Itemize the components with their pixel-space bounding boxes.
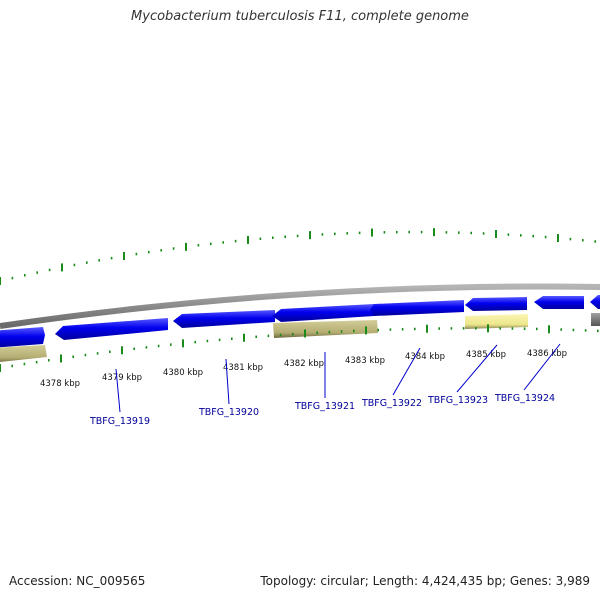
gene-leader-lines [115,343,561,413]
reverse-gene-bar [0,345,47,362]
scale-label: 4385 kbp [466,350,506,360]
gene-leader-line [115,368,121,413]
gene-label: TBFG_13924 [494,393,555,404]
forward-gene-arrow [590,295,600,309]
forward-gene-arrow [0,327,45,348]
forward-gene-arrow [465,297,527,311]
reverse-gene-bar [591,313,600,326]
genome-backbone [0,283,600,329]
genome-summary-text: Topology: circular; Length: 4,424,435 bp… [260,574,590,588]
forward-gene-arrow [55,318,168,340]
reverse-gene-track [0,313,600,362]
reverse-gene-bar [273,320,378,338]
gene-leader-line [456,344,498,393]
gene-label: TBFG_13923 [427,395,488,406]
scale-label: 4386 kbp [527,349,567,359]
gene-labels: TBFG_13919 TBFG_13920 TBFG_13921 TBFG_13… [89,393,555,427]
inner-tick-ring [0,324,599,372]
forward-gene-arrow [272,304,374,322]
scale-label: 4378 kbp [40,379,80,389]
forward-gene-track [0,295,600,348]
forward-gene-arrow [534,296,584,309]
genome-title: Mycobacterium tuberculosis F11, complete… [131,9,469,24]
outer-tick-ring [0,228,597,285]
scale-label: 4382 kbp [284,359,324,369]
scale-label: 4380 kbp [163,368,203,378]
gene-label: TBFG_13920 [198,407,259,418]
gene-leader-line [225,358,230,405]
scale-label: 4383 kbp [345,356,385,366]
scale-label: 4384 kbp [405,352,445,362]
gene-label: TBFG_13922 [361,398,422,409]
scale-labels: 4378 kbp 4379 kbp 4380 kbp 4381 kbp 4382… [40,349,567,389]
accession-text: Accession: NC_009565 [9,574,146,588]
gene-label: TBFG_13919 [89,416,150,427]
gene-leader-line [523,343,561,391]
gene-leader-line [392,347,421,396]
gene-label: TBFG_13921 [294,401,355,412]
forward-gene-arrow [370,300,464,316]
scale-label: 4379 kbp [102,373,142,383]
reverse-gene-bar [465,314,528,329]
forward-gene-arrow [173,310,275,328]
scale-label: 4381 kbp [223,363,263,373]
